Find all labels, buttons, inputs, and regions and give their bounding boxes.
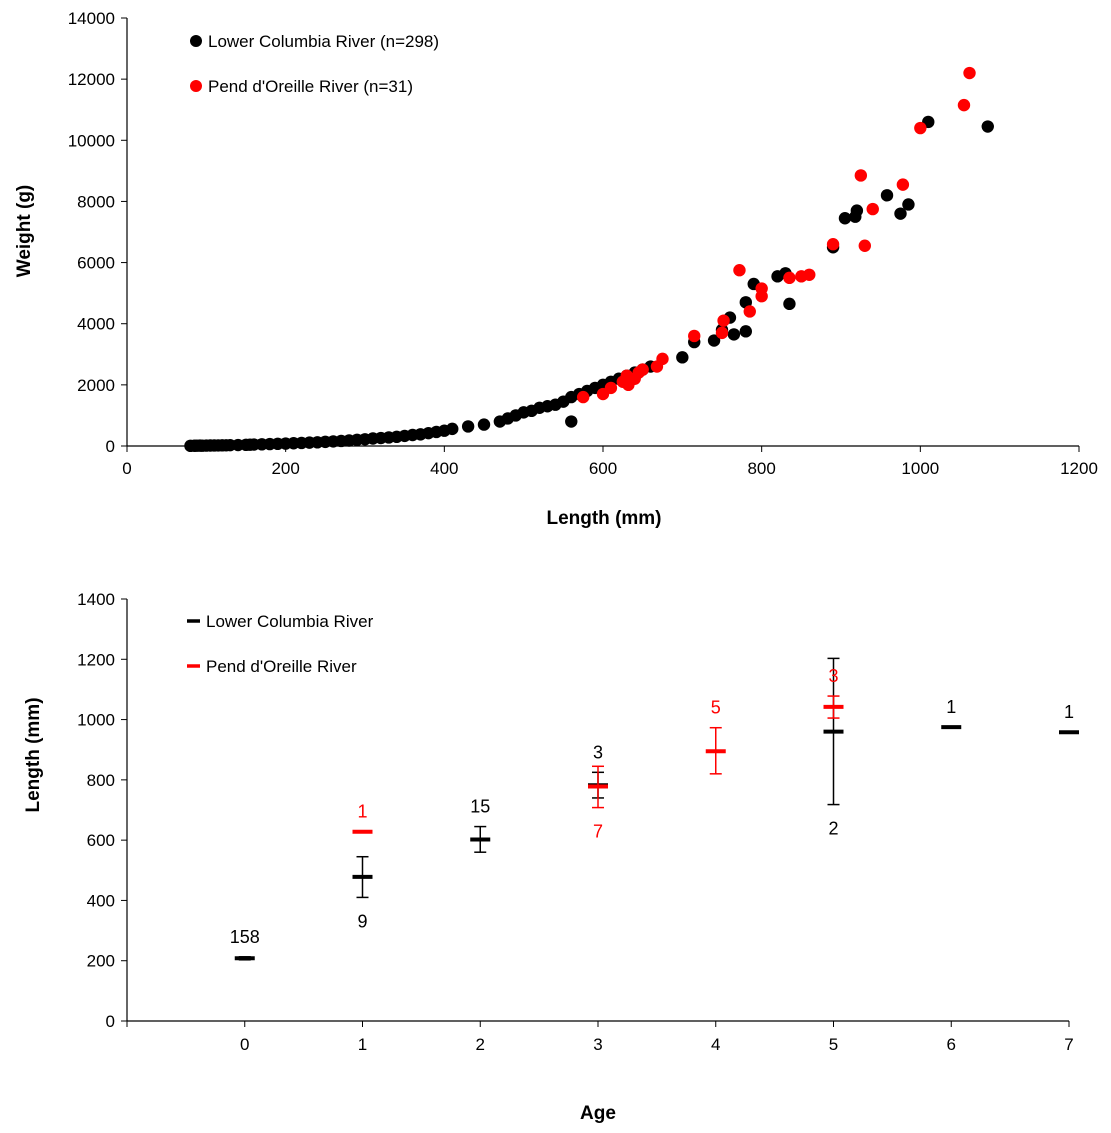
x-tick-label: 200 — [271, 459, 299, 478]
pend-doreille-point — [715, 326, 729, 340]
pend-doreille-point — [858, 239, 871, 252]
y-tick-label: 2000 — [77, 376, 115, 395]
length-age-marks: 158 9 15 3 2 1 1 1 7 5 3 — [230, 657, 1079, 961]
y-tick-label: 1000 — [77, 711, 115, 730]
legend: Lower Columbia River Pend d'Oreille Rive… — [187, 612, 374, 676]
x-tick-label: 0 — [240, 1035, 249, 1054]
x-tick-label: 1200 — [1060, 459, 1098, 478]
lower-columbia-point — [565, 415, 578, 428]
y-tick-label: 800 — [87, 771, 115, 790]
legend-marker-pend-doreille — [190, 80, 202, 92]
lower-columbia-sample-size-label: 1 — [946, 697, 956, 717]
lower-columbia-sample-size-label: 1 — [1064, 702, 1074, 722]
pend-doreille-point — [914, 121, 927, 135]
legend-label-lower-columbia: Lower Columbia River (n=298) — [208, 32, 439, 51]
weight-length-axes: 0 2000 4000 6000 8000 10000 12000 14000 0 200 400 6… — [68, 9, 1098, 478]
x-tick-label: 7 — [1064, 1035, 1073, 1054]
lower-columbia-point — [461, 420, 475, 433]
pend-doreille-point — [957, 98, 971, 112]
weight-length-points — [184, 66, 994, 453]
y-tick-label: 0 — [106, 1012, 115, 1031]
x-tick-label: 4 — [711, 1035, 720, 1054]
weight-length-chart: 0 2000 4000 6000 8000 10000 12000 14000 0 200 400 6… — [14, 9, 1098, 529]
length-age-axes: 0 200 400 600 800 1000 1200 1400 0 1 2 3 4 5 6 7 — [77, 590, 1074, 1054]
legend-label-pend-doreille: Pend d'Oreille River (n=31) — [208, 77, 413, 96]
lower-columbia-point — [707, 334, 721, 347]
lower-columbia-point — [477, 418, 491, 431]
y-tick-label: 600 — [87, 831, 115, 850]
y-tick-label: 4000 — [77, 315, 115, 334]
x-tick-label: 800 — [747, 459, 775, 478]
y-tick-label: 1200 — [77, 650, 115, 669]
legend-label-pend-doreille: Pend d'Oreille River — [206, 657, 357, 676]
pend-doreille-sample-size-label: 1 — [357, 802, 367, 822]
y-tick-label: 6000 — [77, 254, 115, 273]
x-tick-label: 5 — [829, 1035, 838, 1054]
lower-columbia-sample-size-label: 3 — [593, 742, 603, 762]
lower-columbia-point — [981, 120, 994, 133]
y-tick-label: 8000 — [77, 192, 115, 211]
y-tick-label: 12000 — [68, 70, 115, 89]
lower-columbia-sample-size-label: 158 — [230, 927, 260, 947]
lower-columbia-point — [894, 207, 907, 220]
x-tick-label: 0 — [122, 459, 131, 478]
pend-doreille-point — [755, 282, 768, 295]
pend-doreille-point — [866, 202, 879, 216]
pend-doreille-point — [803, 268, 816, 281]
y-tick-label: 14000 — [68, 9, 115, 28]
x-axis-title: Length (mm) — [546, 508, 661, 529]
pend-doreille-sample-size-label: 7 — [593, 822, 603, 842]
lower-columbia-point — [902, 198, 915, 211]
x-tick-label: 6 — [947, 1035, 956, 1054]
pend-doreille-point — [733, 264, 746, 277]
pend-doreille-point — [743, 305, 756, 318]
pend-doreille-sample-size-label: 5 — [711, 698, 721, 718]
pend-doreille-point — [688, 329, 701, 343]
pend-doreille-point — [854, 169, 868, 182]
x-tick-label: 400 — [430, 459, 458, 478]
lower-columbia-point — [850, 204, 864, 217]
pend-doreille-point — [604, 381, 618, 395]
lower-columbia-point — [838, 212, 852, 225]
y-axis-title: Weight (g) — [14, 185, 35, 278]
lower-columbia-sample-size-label: 15 — [470, 797, 490, 817]
x-tick-label: 600 — [589, 459, 617, 478]
y-tick-label: 400 — [87, 891, 115, 910]
pend-doreille-point — [896, 178, 910, 191]
pend-doreille-point — [576, 390, 590, 404]
pend-doreille-point — [963, 66, 976, 80]
legend-marker-lower-columbia — [190, 35, 202, 47]
lower-columbia-point — [739, 325, 752, 338]
legend-label-lower-columbia: Lower Columbia River — [206, 612, 374, 631]
lower-columbia-point — [446, 422, 459, 436]
legend: Lower Columbia River (n=298) Pend d'Orei… — [190, 32, 439, 96]
y-tick-label: 0 — [106, 437, 115, 456]
lower-columbia-sample-size-label: 9 — [357, 911, 367, 931]
y-tick-label: 1400 — [77, 590, 115, 609]
y-tick-label: 10000 — [68, 131, 115, 150]
lower-columbia-point — [880, 189, 894, 202]
lower-columbia-point — [727, 328, 741, 341]
pend-doreille-point — [636, 363, 649, 376]
lower-columbia-point — [783, 297, 796, 311]
x-tick-label: 1000 — [901, 459, 939, 478]
x-tick-label: 3 — [593, 1035, 602, 1054]
lower-columbia-point — [676, 351, 689, 364]
pend-doreille-point — [717, 314, 730, 327]
pend-doreille-sample-size-label: 3 — [828, 666, 838, 686]
pend-doreille-point — [826, 238, 840, 251]
x-tick-label: 2 — [476, 1035, 485, 1054]
x-axis-title: Age — [580, 1103, 616, 1124]
y-tick-label: 200 — [87, 952, 115, 971]
y-axis-title: Length (mm) — [23, 697, 44, 812]
pend-doreille-point — [783, 271, 796, 285]
x-tick-label: 1 — [358, 1035, 367, 1054]
pend-doreille-point — [656, 352, 669, 366]
lower-columbia-sample-size-label: 2 — [828, 819, 838, 839]
